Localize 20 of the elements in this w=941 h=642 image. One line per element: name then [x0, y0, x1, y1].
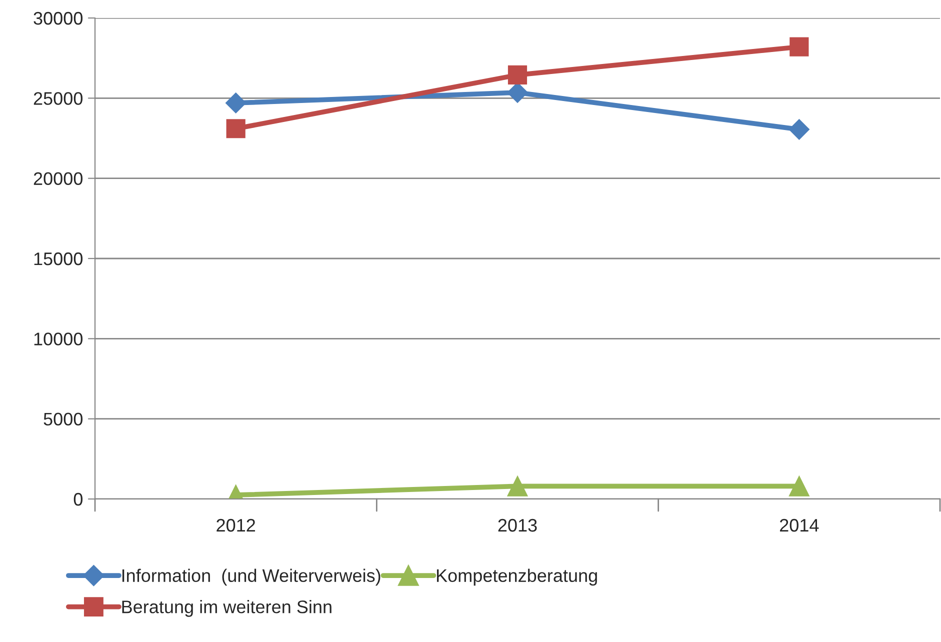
x-tick-label: 2012: [216, 518, 256, 532]
point: [226, 119, 246, 138]
point: [225, 92, 246, 114]
point: [788, 476, 810, 496]
y-tick-label: 5000: [44, 412, 82, 426]
point: [788, 119, 810, 140]
y-tick-label: 25000: [34, 92, 82, 105]
point: [790, 37, 809, 56]
y-tick-label: 30000: [34, 12, 82, 25]
x-tick-label: 2013: [498, 518, 537, 532]
point: [507, 476, 528, 496]
x-tick-label: 2014: [780, 518, 819, 532]
legend-label: Beratung im weiteren Sinn: [122, 600, 332, 617]
y-tick-label: 0: [74, 492, 82, 506]
legend-label: Information (und Weiterverweis): [122, 568, 380, 586]
y-tick-label: 15000: [34, 252, 82, 266]
y-tick-label: 20000: [34, 172, 82, 186]
y-tick-label: 10000: [34, 332, 82, 346]
legend-label: Kompetenzberatung: [436, 568, 597, 586]
point: [508, 65, 528, 84]
